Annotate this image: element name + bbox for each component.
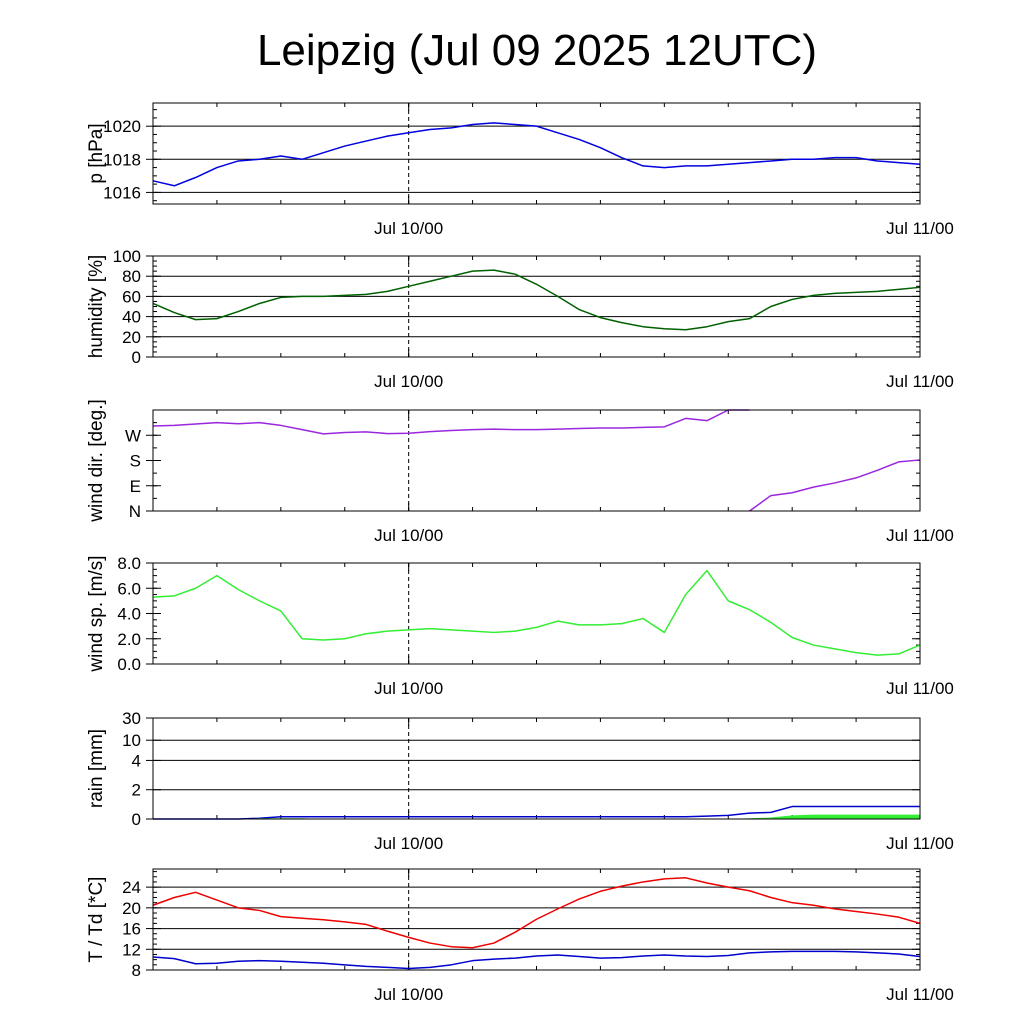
x-tick-label: Jul 10/00 xyxy=(374,834,443,853)
series-wind_dir-line xyxy=(152,409,921,512)
y-axis-label: p [hPa] xyxy=(86,123,107,183)
x-tick-label: Jul 11/00 xyxy=(886,679,954,698)
x-tick-label: Jul 10/00 xyxy=(374,219,443,238)
y-tick-label: 80 xyxy=(122,267,141,286)
y-axis-label: wind sp. [m/s] xyxy=(86,555,107,672)
y-tick-label: 1016 xyxy=(103,183,141,202)
x-tick-label: Jul 11/00 xyxy=(886,834,954,853)
panel-pressure: 1016 1018 1020 Jul 10/00 Jul 11/00 p [hPa] xyxy=(86,102,954,238)
y-tick-label: 8.0 xyxy=(117,554,141,573)
x-tick-label: Jul 11/00 xyxy=(886,985,954,1004)
series-dewpoint-line xyxy=(152,950,921,970)
x-tick-label: Jul 11/00 xyxy=(886,219,954,238)
y-tick-label: 12 xyxy=(122,940,141,959)
series-rain_total-line xyxy=(153,805,920,820)
plot-frame xyxy=(152,562,921,665)
y-tick-label: 4.0 xyxy=(117,605,141,624)
y-tick-label: S xyxy=(130,452,141,471)
plot-frame xyxy=(152,102,921,205)
y-tick-label: 30 xyxy=(122,709,141,728)
series-humidity-line xyxy=(152,269,921,331)
plot-frame xyxy=(152,868,921,971)
y-tick-label: 8 xyxy=(132,961,141,980)
plot-frame xyxy=(152,409,921,512)
x-tick-label: Jul 11/00 xyxy=(886,526,954,545)
y-tick-label: 60 xyxy=(122,287,141,306)
y-tick-label: 1018 xyxy=(103,150,141,169)
y-tick-label: 100 xyxy=(113,247,141,266)
y-tick-label: 6.0 xyxy=(117,579,141,598)
x-tick-label: Jul 10/00 xyxy=(374,985,443,1004)
y-tick-label: 1020 xyxy=(103,117,141,136)
y-tick-label: N xyxy=(129,502,141,521)
chart-title: Leipzig (Jul 09 2025 12UTC) xyxy=(257,26,817,75)
y-tick-label: 0 xyxy=(132,348,141,367)
panel-wind-speed: 0.0 2.0 4.0 6.0 8.0 Jul 10/00 Jul 11/00 wind sp… xyxy=(86,554,954,698)
y-tick-label: W xyxy=(125,426,141,445)
y-tick-label: 0.0 xyxy=(117,655,141,674)
y-axis-label: humidity [%] xyxy=(86,255,107,358)
y-tick-label: 16 xyxy=(122,920,141,939)
y-axis-label: rain [mm] xyxy=(86,729,107,808)
y-tick-label: 2.0 xyxy=(117,630,141,649)
x-tick-label: Jul 10/00 xyxy=(374,526,443,545)
y-axis-label: T / Td [*C] xyxy=(86,877,107,963)
y-tick-label: E xyxy=(130,477,141,496)
x-tick-label: Jul 10/00 xyxy=(374,679,443,698)
y-tick-label: 0 xyxy=(132,810,141,829)
panel-rain: 0 2 410 30 Jul 10/00 Jul 11/00 rain [mm] xyxy=(86,709,954,853)
series-wind_speed-line xyxy=(152,569,921,656)
y-tick-label: 10 xyxy=(122,731,141,750)
series-pressure-line xyxy=(152,122,921,187)
y-tick-label: 20 xyxy=(122,328,141,347)
y-tick-label: 4 xyxy=(132,751,141,770)
y-tick-label: 24 xyxy=(122,878,141,897)
y-axis-label: wind dir. [deg.] xyxy=(86,399,107,523)
plot-frame xyxy=(152,255,921,358)
y-tick-label: 20 xyxy=(122,899,141,918)
series-temperature-line xyxy=(152,877,921,949)
plot-frame xyxy=(152,717,921,820)
y-tick-label: 40 xyxy=(122,308,141,327)
y-tick-label: 2 xyxy=(132,781,141,800)
x-tick-label: Jul 11/00 xyxy=(886,372,954,391)
x-tick-label: Jul 10/00 xyxy=(374,372,443,391)
